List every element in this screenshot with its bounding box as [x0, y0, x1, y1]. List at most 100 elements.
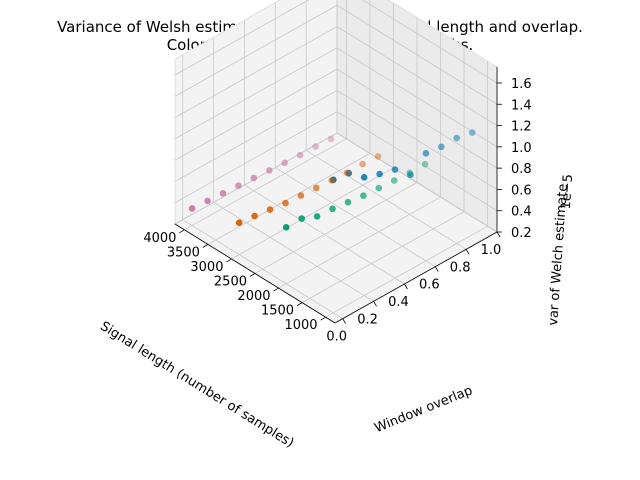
scatter-point-series-3: [251, 212, 258, 220]
scatter-point-series-4: [204, 197, 211, 205]
scatter-point-series-3: [282, 199, 289, 207]
scatter-point-series-3: [266, 206, 274, 213]
z-tick-label: 1.2: [511, 120, 532, 135]
x-tick-mark: [296, 302, 303, 306]
y-tick-mark: [373, 301, 377, 307]
grid-lines: [174, 0, 498, 320]
z-offset-label: 1e−5: [559, 174, 576, 210]
x-tick-mark: [226, 258, 232, 263]
x-tick-label: 3000: [190, 260, 223, 275]
scatter-point-series-2: [313, 213, 321, 220]
scatter-point-series-3: [297, 192, 305, 199]
grid-y-floor: [275, 167, 436, 268]
y-tick-mark: [434, 266, 439, 272]
grid-z-back: [336, 68, 498, 169]
grid-z-side: [174, 0, 310, 76]
scatter-point-series-4: [281, 159, 289, 167]
y-axis-line: [334, 231, 498, 324]
scatter-point-series-3: [343, 169, 351, 176]
x-tick-label: 3500: [167, 245, 200, 260]
grid-y-floor: [244, 184, 405, 285]
grid-x-floor: [207, 153, 371, 245]
scatter-point-series-4: [266, 167, 273, 174]
scatter-point-series-2: [298, 215, 306, 222]
grid-x-floor: [278, 196, 441, 289]
y-tick-mark: [404, 283, 408, 290]
z-tick-label: 1.4: [511, 98, 532, 113]
grid-z-back: [336, 132, 498, 233]
y-tick-label: 0.4: [388, 295, 409, 310]
scatter-point-series-1: [422, 150, 430, 157]
y-tick-label: 1.0: [481, 243, 502, 258]
grid-z-side: [174, 68, 338, 161]
scatter-point-series-1: [391, 166, 399, 173]
scatter-point-series-4: [219, 190, 227, 197]
scatter-point-series-2: [390, 177, 398, 184]
grid-z-back: [336, 26, 498, 126]
grid-z-back: [362, 0, 498, 84]
scatter-point-series-3: [359, 160, 366, 168]
x-tick-mark: [249, 273, 256, 277]
scatter-point-series-2: [375, 184, 383, 192]
grid-z-side: [174, 111, 338, 204]
grid-x-floor: [301, 211, 465, 303]
x-tick-label: 4000: [143, 231, 176, 246]
scatter-point-series-1: [376, 170, 383, 178]
x-axis-label: Signal length (number of samples): [97, 319, 296, 451]
z-tick-label: 0.4: [511, 205, 532, 220]
scatter-point-series-1: [468, 129, 476, 136]
scatter-point-series-1: [360, 174, 368, 181]
x-tick-mark: [202, 244, 209, 248]
scatter-point-series-4: [250, 174, 258, 182]
scatter-point-series-2: [344, 198, 352, 206]
y-tick-mark: [496, 231, 501, 238]
scatter-point-series-2: [360, 192, 367, 199]
scatter-point-series-3: [313, 184, 320, 192]
grid-y-floor: [213, 201, 374, 302]
y-tick-label: 0.2: [357, 312, 378, 327]
grid-z-side: [174, 90, 338, 182]
x-tick-label: 1500: [261, 304, 294, 319]
z-tick-label: 1.0: [511, 141, 532, 156]
scatter-point-series-4: [296, 151, 304, 159]
scatter-point-series-2: [329, 205, 336, 213]
scatter-point-series-4: [312, 143, 319, 150]
grid-x-floor: [184, 138, 347, 231]
grid-x-floor: [325, 225, 488, 318]
z-tick-label: 1.6: [511, 77, 532, 92]
grid-x-floor: [254, 182, 418, 274]
y-tick-label: 0.6: [419, 278, 440, 293]
y-tick-label: 0.8: [450, 260, 471, 275]
y-tick-mark: [342, 318, 347, 324]
scatter-point-series-4: [188, 205, 196, 212]
x-tick-label: 2500: [214, 275, 247, 290]
scatter-point-series-2: [406, 169, 414, 177]
grid-y-floor: [182, 219, 343, 320]
grid-z-side: [174, 47, 338, 140]
grid-z-back: [336, 4, 498, 105]
grid-z-side: [174, 26, 338, 118]
y-tick-label: 0.0: [326, 330, 347, 345]
data-points: [188, 129, 476, 231]
grid-x-floor: [231, 167, 394, 260]
z-tick-label: 0.2: [511, 226, 532, 241]
z-tick-label: 0.6: [511, 183, 532, 198]
x-tick-mark: [320, 316, 326, 321]
grid-z-side: [174, 4, 338, 97]
z-tick-label: 0.8: [511, 162, 532, 177]
scatter-point-series-3: [235, 219, 243, 226]
grid-y-floor: [305, 149, 467, 250]
scatter-point-series-1: [453, 134, 461, 142]
grid-z-back: [336, 90, 498, 190]
scatter-point-series-4: [327, 135, 335, 143]
scatter-point-series-1: [438, 143, 445, 151]
scatter-point-series-3: [374, 153, 382, 160]
scatter-point-series-2: [282, 224, 290, 231]
x-tick-label: 2000: [237, 289, 270, 304]
x-tick-mark: [273, 287, 279, 292]
grid-z-back: [336, 47, 498, 148]
scatter-point-series-2: [421, 160, 429, 168]
x-tick-label: 1000: [284, 318, 317, 333]
